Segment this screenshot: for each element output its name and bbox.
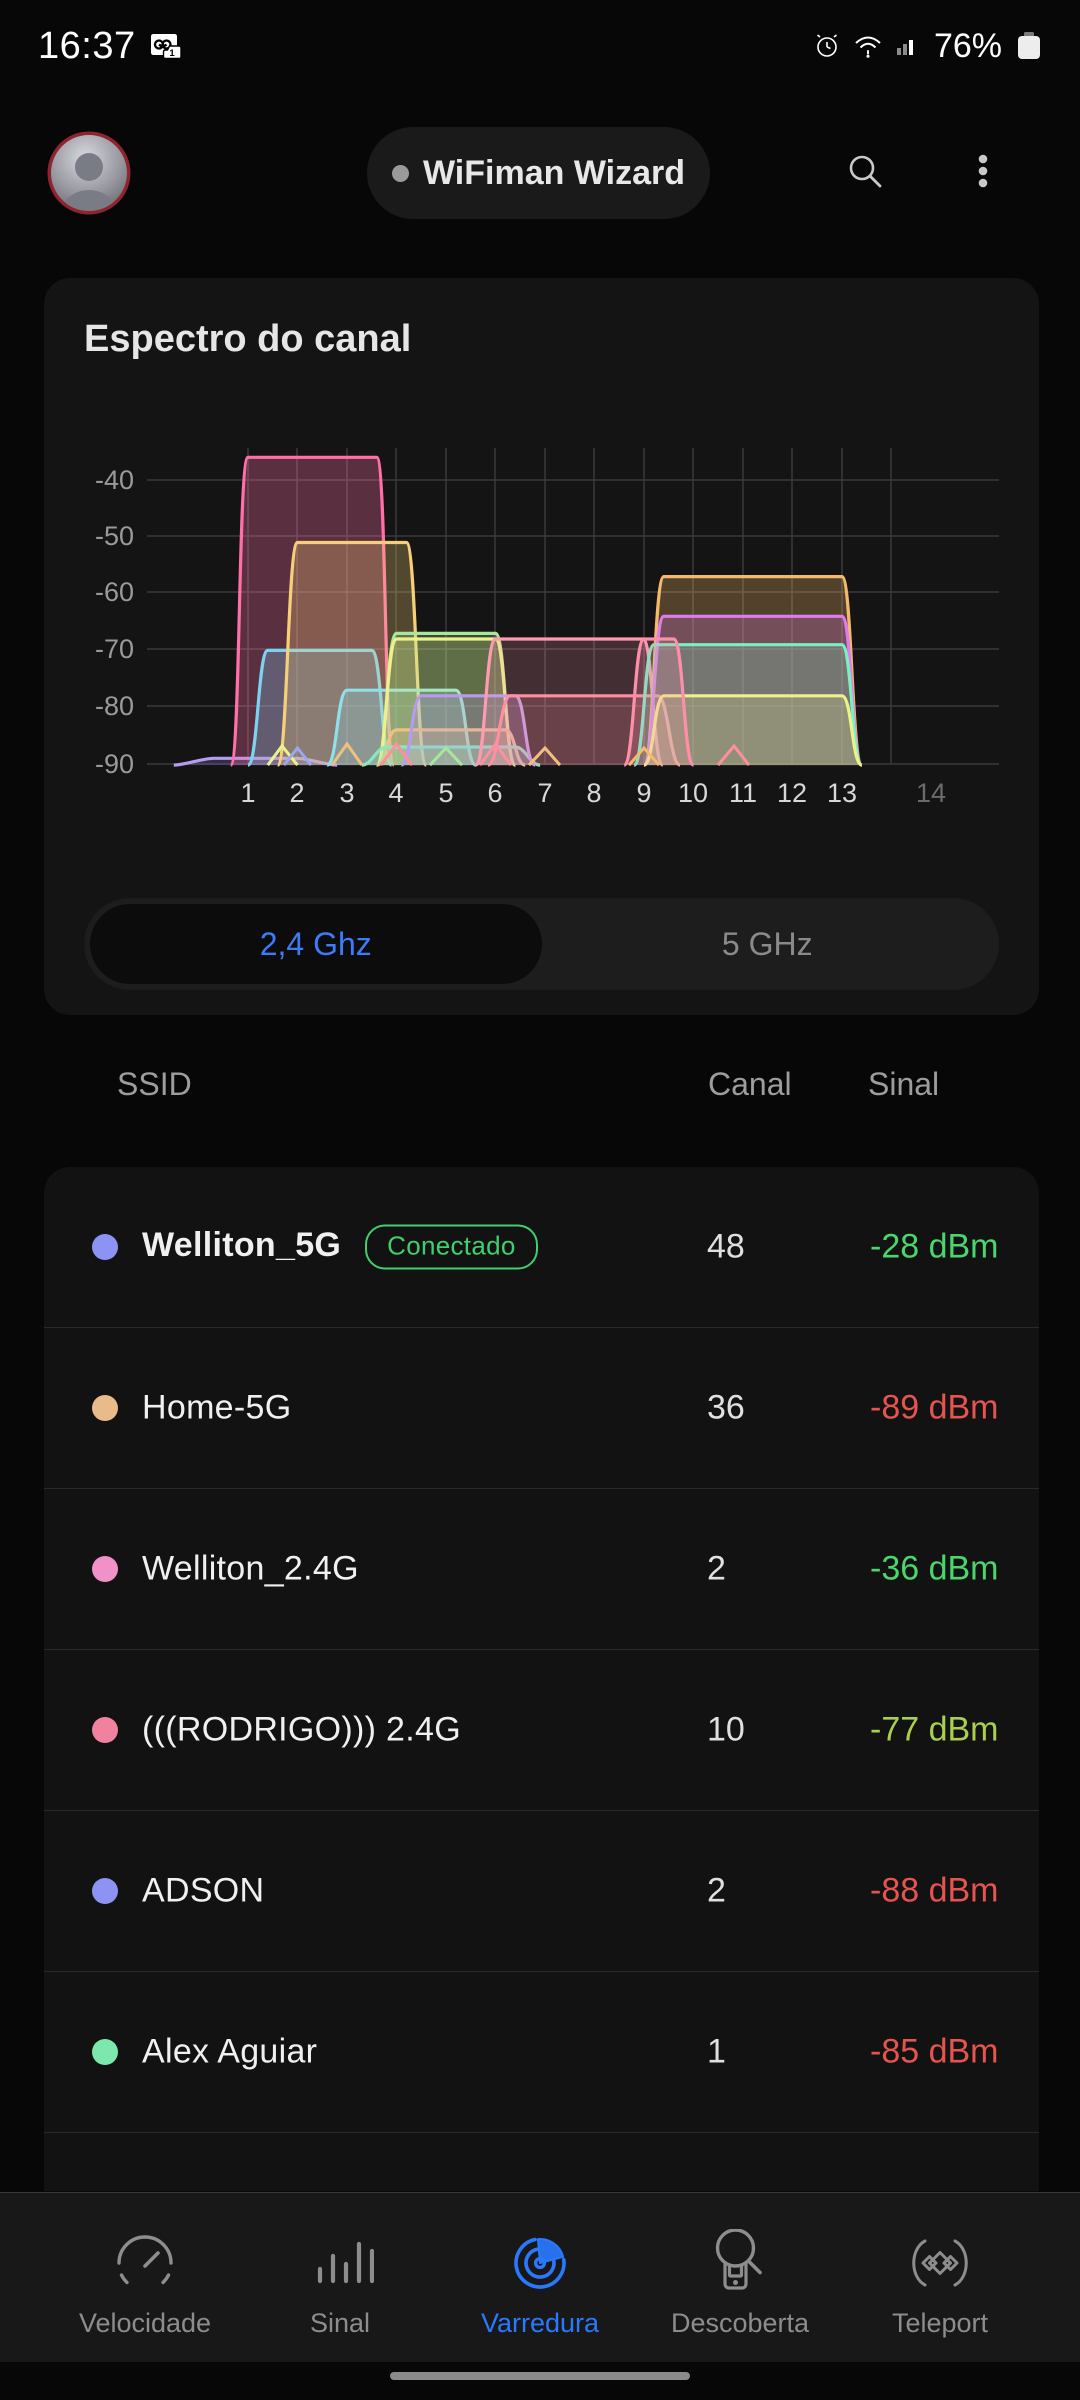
svg-text:8: 8 (586, 778, 601, 808)
svg-text:4: 4 (388, 778, 403, 808)
svg-text:7: 7 (537, 778, 552, 808)
svg-text:-90: -90 (95, 749, 134, 779)
svg-text:-40: -40 (95, 465, 134, 495)
svg-text:10: 10 (678, 778, 708, 808)
svg-text:9: 9 (636, 778, 651, 808)
svg-text:-60: -60 (95, 577, 134, 607)
svg-text:6: 6 (487, 778, 502, 808)
svg-text:12: 12 (777, 778, 807, 808)
svg-text:5: 5 (438, 778, 453, 808)
svg-text:1: 1 (169, 48, 175, 59)
svg-text:11: 11 (729, 778, 757, 808)
svg-text:13: 13 (827, 778, 857, 808)
svg-text:14: 14 (916, 778, 946, 808)
svg-text:-50: -50 (95, 521, 134, 551)
svg-text:-80: -80 (95, 691, 134, 721)
svg-text:2: 2 (289, 778, 304, 808)
svg-text:3: 3 (339, 778, 354, 808)
svg-text:1: 1 (240, 778, 255, 808)
svg-text:-70: -70 (95, 634, 134, 664)
